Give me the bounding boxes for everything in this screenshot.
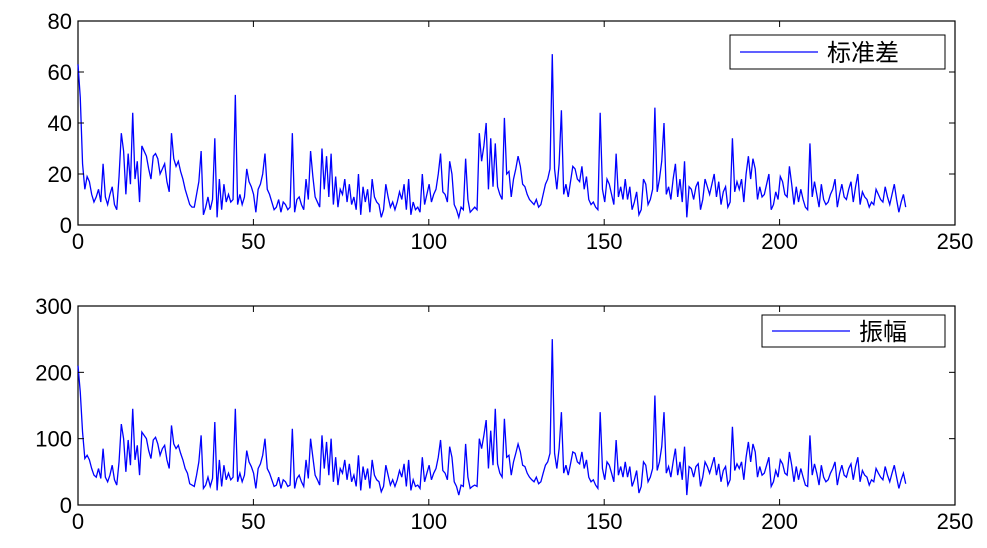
series-line xyxy=(77,339,907,496)
legend-label: 标准差 xyxy=(827,39,899,67)
y-tick-label: 300 xyxy=(35,294,72,319)
x-tick-label: 100 xyxy=(410,229,447,254)
x-tick-label: 250 xyxy=(937,509,974,534)
x-tick-label: 150 xyxy=(586,229,623,254)
y-tick-label: 80 xyxy=(48,9,72,34)
legend-label: 振幅 xyxy=(859,318,907,346)
amplitude-subplot: 0 50 100 150 200 250 0 100 200 300 振幅 xyxy=(35,294,973,534)
x-tick-label: 0 xyxy=(72,229,84,254)
legend-box xyxy=(729,34,946,70)
x-tick-label: 50 xyxy=(241,229,265,254)
series-line xyxy=(77,54,907,220)
x-tick-label: 50 xyxy=(241,509,265,534)
x-tick-label: 0 xyxy=(72,509,84,534)
x-tick-label: 100 xyxy=(410,509,447,534)
y-tick-label: 40 xyxy=(48,111,72,136)
y-tick-label: 0 xyxy=(60,213,72,238)
y-tick-label: 100 xyxy=(35,427,72,452)
x-tick-label: 250 xyxy=(937,229,974,254)
x-tick-label: 200 xyxy=(761,229,798,254)
y-tick-label: 60 xyxy=(48,60,72,85)
y-tick-label: 200 xyxy=(35,360,72,385)
std-dev-subplot: 0 50 100 150 200 250 0 20 40 60 80 标准差 xyxy=(48,9,974,254)
y-tick-label: 0 xyxy=(60,493,72,518)
x-tick-label: 200 xyxy=(761,509,798,534)
x-tick-label: 150 xyxy=(586,509,623,534)
y-tick-label: 20 xyxy=(48,162,72,187)
